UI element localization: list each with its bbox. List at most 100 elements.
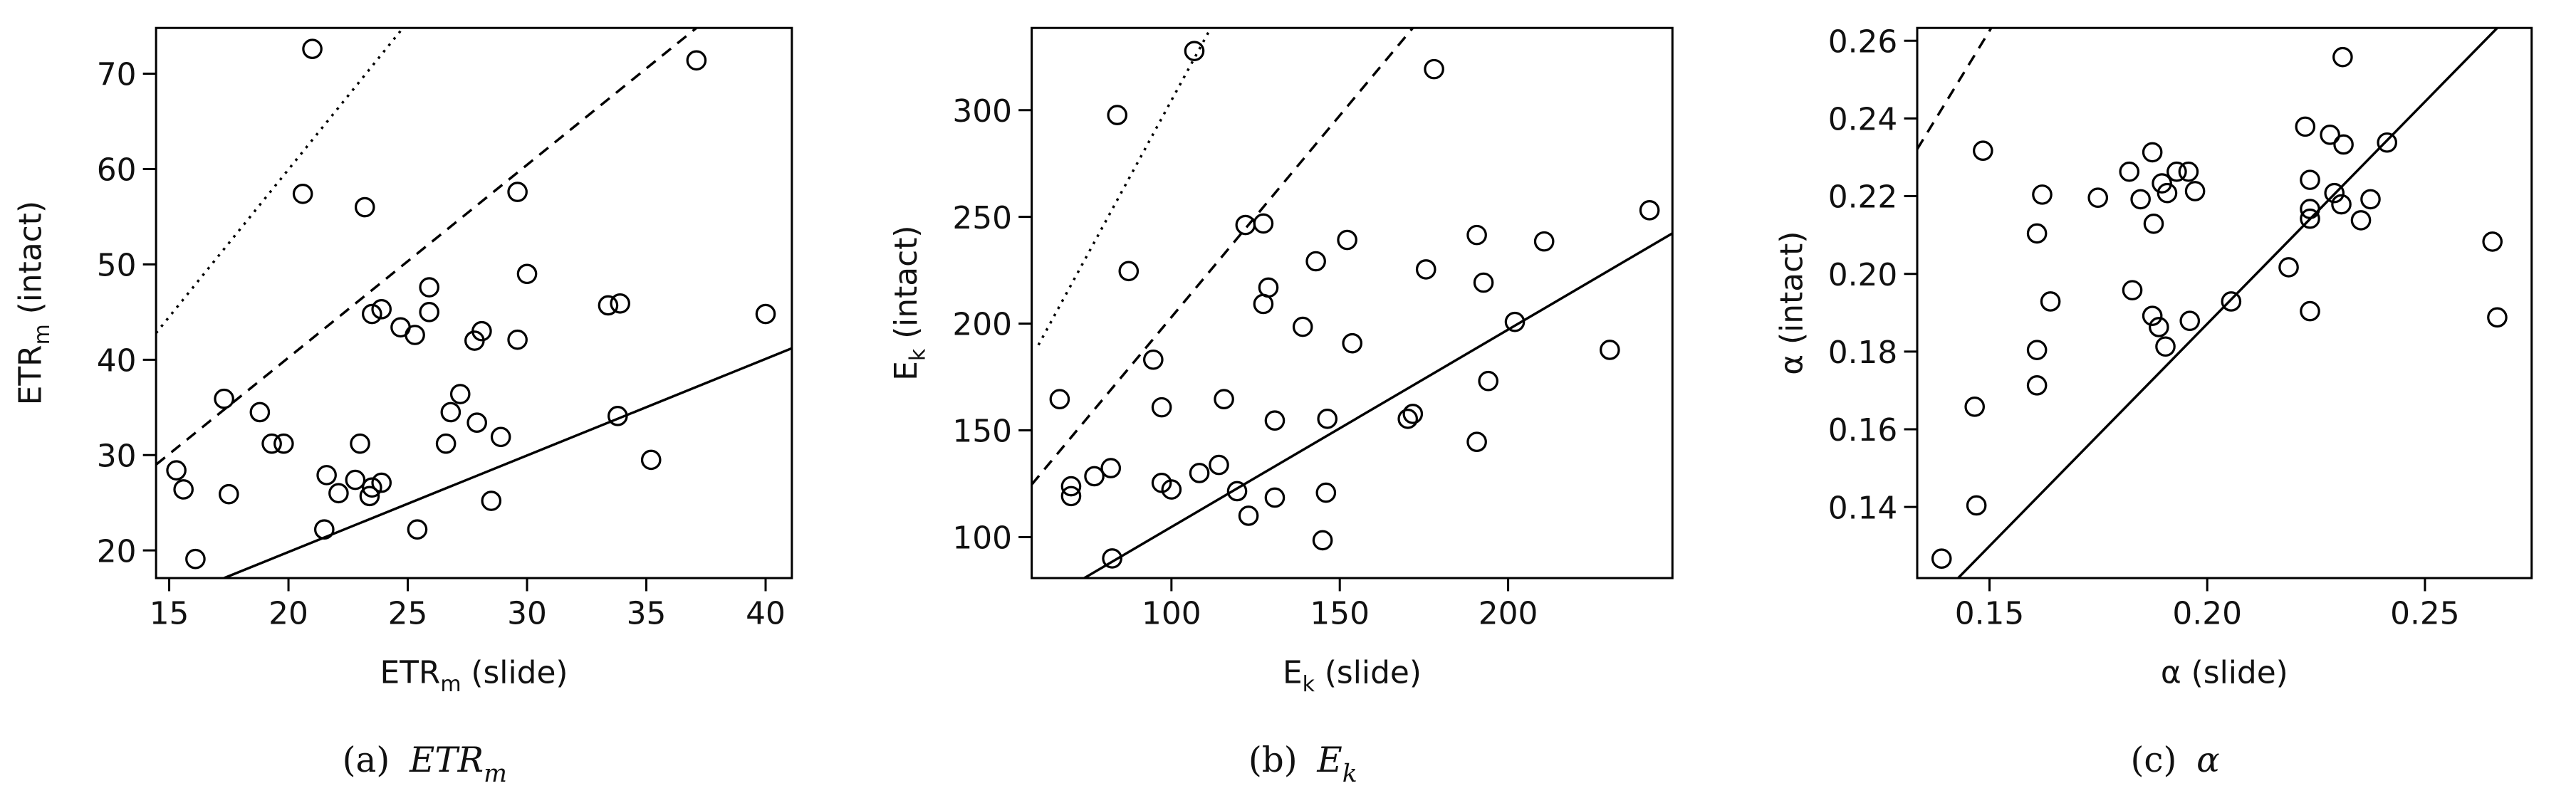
y-tick-label: 60 bbox=[97, 152, 137, 189]
y-axis-label-rest: (intact) bbox=[888, 225, 924, 338]
point bbox=[2087, 187, 2109, 209]
reference-line bbox=[1083, 232, 1673, 579]
y-axis-label-main: α bbox=[1774, 355, 1810, 375]
point bbox=[2300, 169, 2320, 190]
reference-line bbox=[223, 347, 792, 579]
caption: (c) α bbox=[2130, 740, 2219, 780]
x-axis-label: α (slide) bbox=[2161, 655, 2288, 691]
point bbox=[2142, 305, 2163, 326]
point bbox=[361, 303, 382, 325]
point bbox=[2221, 291, 2242, 312]
x-axis-label-main: ETR bbox=[380, 655, 440, 691]
point bbox=[249, 402, 271, 423]
point bbox=[2300, 199, 2320, 219]
x-tick-label: 25 bbox=[388, 596, 428, 632]
y-tick-label: 100 bbox=[952, 520, 1012, 557]
point bbox=[1151, 397, 1172, 418]
point bbox=[2032, 184, 2053, 205]
point bbox=[2184, 181, 2206, 201]
panel: 0.15 0.20 0.25 0.14 0.16 0.18 0.20 0.22 0.24 0.26… bbox=[1774, 23, 2533, 780]
caption-sub: k bbox=[1342, 760, 1357, 788]
x-axis-label-rest: (slide) bbox=[1325, 655, 1422, 691]
point bbox=[1466, 224, 1487, 246]
point bbox=[1264, 487, 1286, 508]
panel: 100 150 200 100 150 200 250 300 Ek (slide) Ek (inta… bbox=[888, 26, 1674, 788]
point bbox=[1478, 370, 1498, 392]
y-tick-label: 250 bbox=[952, 200, 1012, 236]
point bbox=[481, 490, 502, 511]
point bbox=[2155, 336, 2176, 357]
point bbox=[598, 295, 619, 316]
caption-sub: m bbox=[484, 760, 507, 788]
point bbox=[354, 196, 375, 218]
point bbox=[2119, 161, 2140, 182]
point bbox=[1118, 261, 1140, 282]
point bbox=[2300, 208, 2320, 229]
point bbox=[1214, 389, 1234, 410]
caption-symbol: E bbox=[1316, 740, 1342, 780]
caption-label: (c) bbox=[2130, 740, 2176, 780]
y-tick-label: 0.26 bbox=[1828, 23, 1898, 60]
y-tick-label: 0.18 bbox=[1828, 335, 1898, 371]
point bbox=[464, 330, 485, 351]
point bbox=[1305, 251, 1326, 272]
point bbox=[2026, 375, 2048, 396]
point bbox=[1317, 409, 1338, 429]
point bbox=[507, 329, 528, 350]
point bbox=[313, 519, 335, 540]
point bbox=[2482, 231, 2503, 252]
y-axis-label-main: ETR bbox=[13, 345, 49, 405]
x-tick-label: 35 bbox=[627, 596, 667, 632]
caption: (a) ETRm bbox=[343, 740, 507, 788]
plot-frame bbox=[1916, 26, 2533, 579]
point bbox=[2295, 116, 2316, 137]
point bbox=[1084, 466, 1105, 487]
point bbox=[1504, 311, 1526, 332]
point bbox=[640, 449, 662, 471]
reference-lines bbox=[156, 28, 792, 579]
point bbox=[1226, 481, 1248, 502]
point bbox=[2143, 214, 2164, 234]
x-axis-label: Ek (slide) bbox=[1283, 655, 1422, 698]
x-axis-label-rest: (slide) bbox=[471, 655, 568, 691]
point bbox=[292, 183, 313, 204]
x-axis-label-main: α bbox=[2161, 655, 2181, 691]
point bbox=[516, 263, 538, 285]
point bbox=[1060, 476, 1082, 497]
x-tick-label: 200 bbox=[1479, 596, 1538, 632]
point bbox=[359, 486, 380, 507]
point bbox=[345, 469, 366, 490]
reference-line bbox=[1957, 28, 2498, 579]
point bbox=[1189, 463, 1210, 483]
point bbox=[686, 50, 707, 71]
point bbox=[302, 38, 323, 60]
point bbox=[490, 426, 511, 448]
point bbox=[2157, 182, 2178, 204]
point bbox=[1253, 213, 1274, 234]
point bbox=[755, 303, 776, 325]
point bbox=[1931, 548, 1952, 570]
reference-line bbox=[1031, 28, 1414, 486]
reference-line bbox=[156, 28, 697, 466]
caption-symbol: α bbox=[2196, 740, 2220, 780]
point bbox=[2179, 310, 2201, 332]
point bbox=[1533, 231, 1555, 252]
point bbox=[1312, 530, 1333, 551]
point bbox=[466, 412, 487, 434]
point bbox=[371, 472, 392, 493]
point bbox=[1100, 458, 1122, 478]
x-axis-label-main: E bbox=[1283, 655, 1303, 691]
point bbox=[2377, 132, 2398, 153]
point bbox=[166, 460, 187, 481]
point bbox=[2350, 210, 2372, 231]
y-tick-label: 200 bbox=[952, 307, 1012, 343]
point bbox=[1184, 41, 1205, 61]
point bbox=[1315, 482, 1337, 503]
point bbox=[2130, 189, 2151, 210]
point bbox=[419, 302, 439, 322]
point bbox=[2178, 161, 2199, 182]
point bbox=[316, 465, 337, 486]
point bbox=[1107, 105, 1128, 125]
y-tick-label: 300 bbox=[952, 93, 1012, 130]
point bbox=[608, 406, 628, 426]
